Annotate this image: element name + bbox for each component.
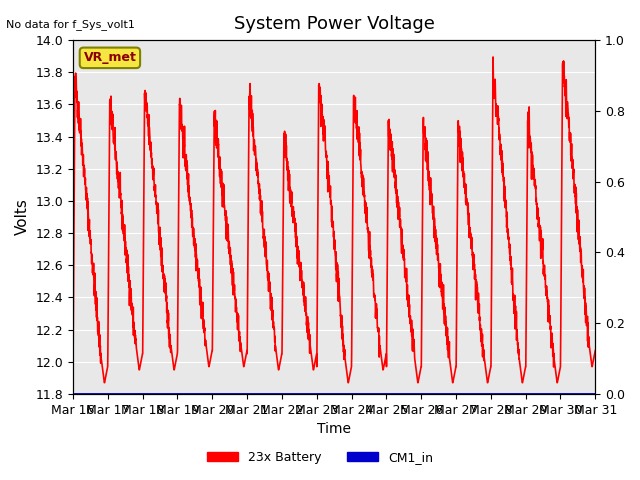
CM1_in (129, 391, 136, 397)
23x Battery (591, 348, 599, 353)
23x Battery (269, 319, 277, 324)
X-axis label: Time: Time (317, 422, 351, 436)
23x Battery (160, 271, 168, 276)
CM1_in (591, 391, 599, 397)
CM1_in (269, 391, 277, 397)
Text: No data for f_Sys_volt1: No data for f_Sys_volt1 (6, 19, 135, 30)
CM1_in (292, 391, 300, 397)
Line: 23x Battery: 23x Battery (73, 57, 595, 383)
23x Battery (489, 54, 497, 60)
23x Battery (69, 364, 77, 370)
23x Battery (129, 309, 136, 314)
23x Battery (525, 104, 533, 110)
Title: System Power Voltage: System Power Voltage (234, 15, 435, 33)
CM1_in (581, 391, 589, 397)
CM1_in (160, 391, 168, 397)
Y-axis label: Volts: Volts (15, 199, 30, 236)
Legend: 23x Battery, CM1_in: 23x Battery, CM1_in (202, 446, 438, 469)
23x Battery (582, 308, 589, 313)
23x Battery (292, 244, 300, 250)
Text: VR_met: VR_met (83, 51, 136, 64)
23x Battery (100, 380, 108, 385)
CM1_in (525, 391, 532, 397)
CM1_in (69, 391, 77, 397)
